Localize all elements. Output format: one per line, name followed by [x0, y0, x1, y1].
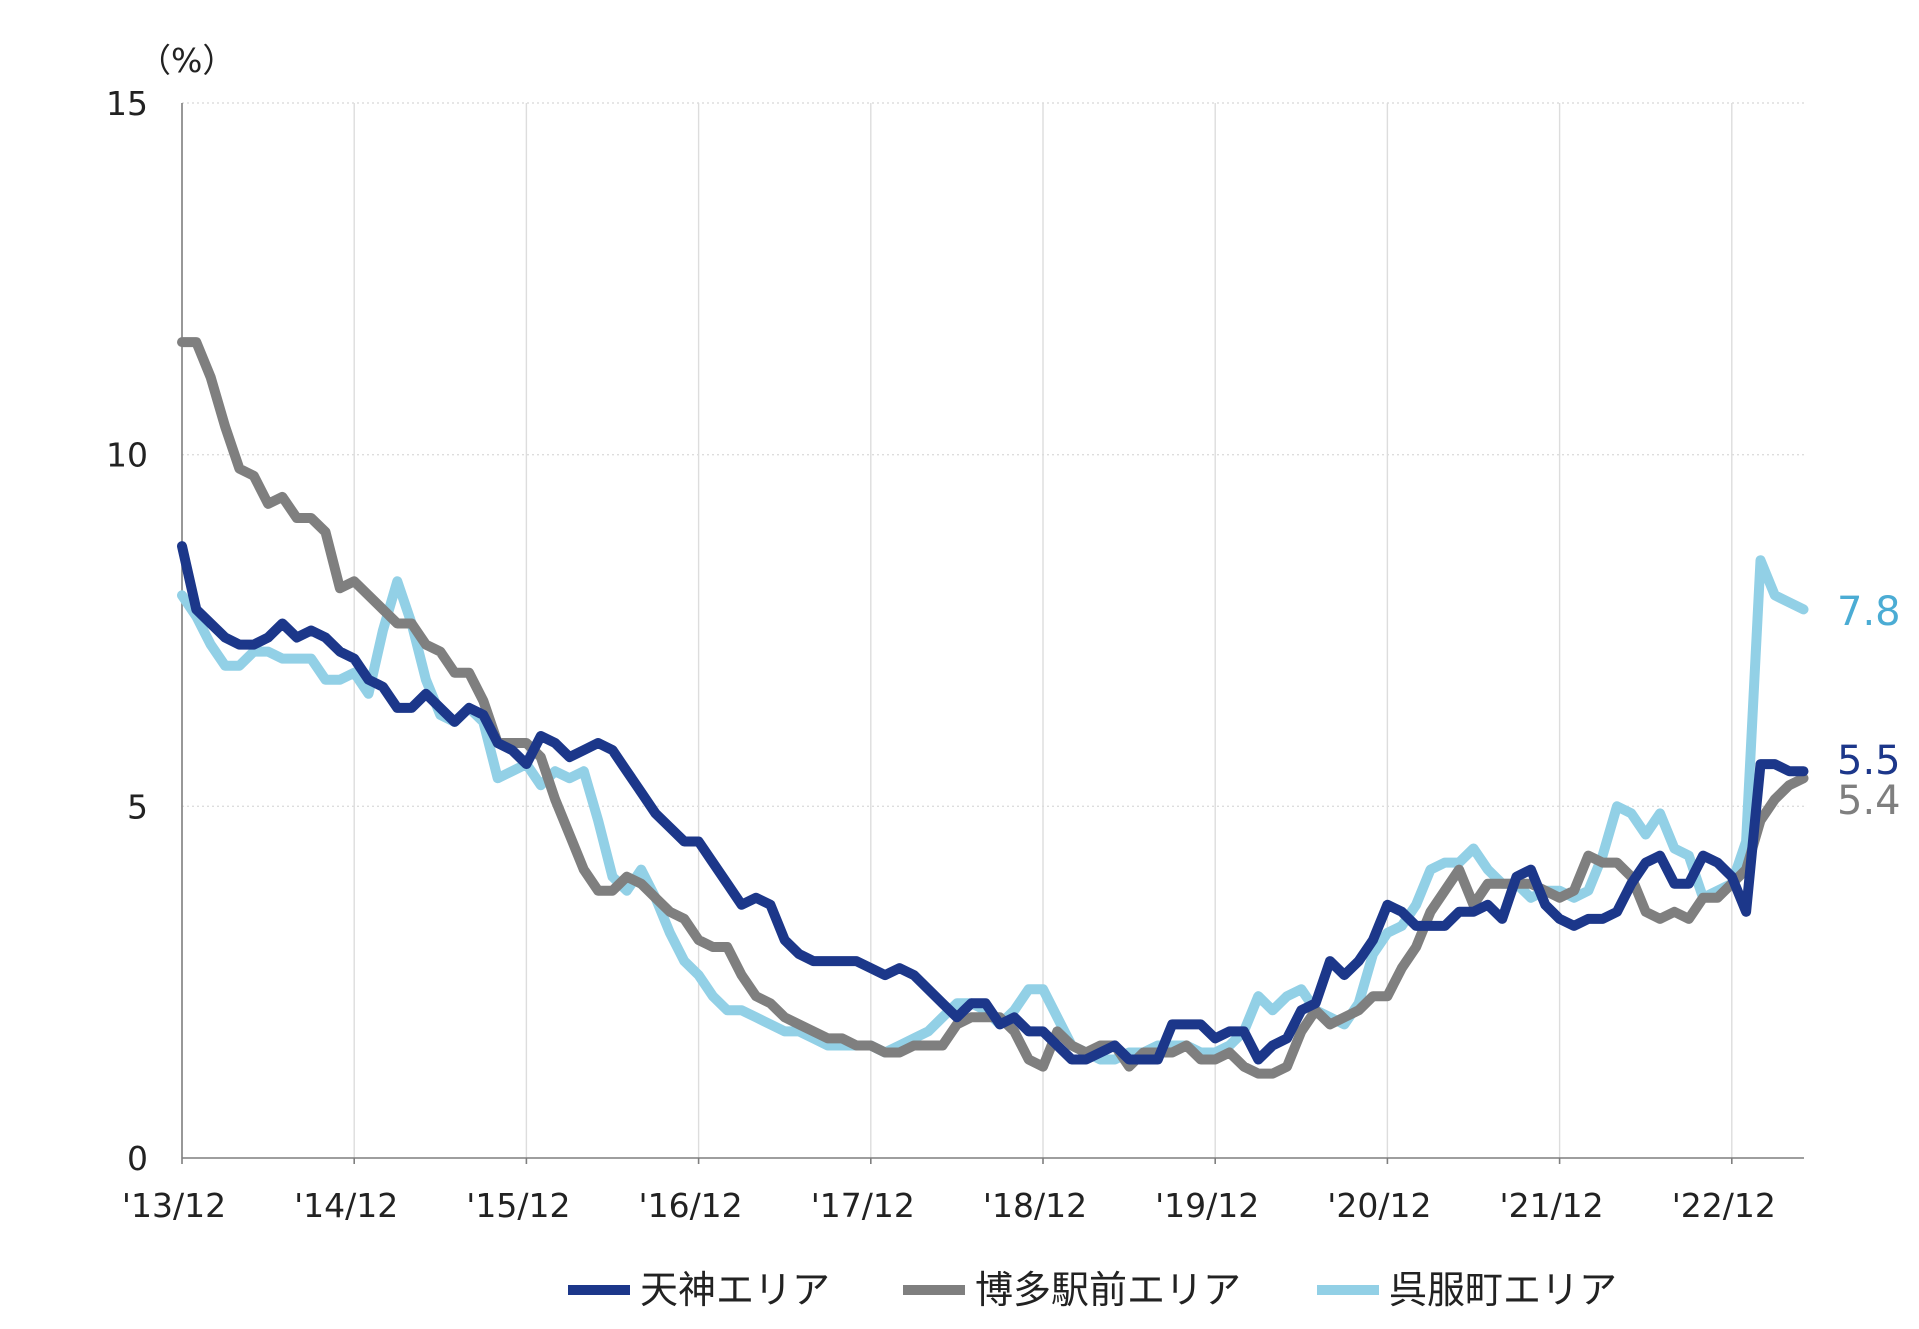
x-tick-label: '16/12	[639, 1186, 743, 1225]
y-tick-label: 5	[127, 787, 148, 826]
x-tick-label: '15/12	[466, 1186, 570, 1225]
legend-item-0: 天神エリア	[568, 1268, 830, 1312]
y-tick-labels: 0 5 10 15	[106, 84, 148, 1178]
legend-label: 天神エリア	[640, 1268, 830, 1312]
legend: 天神エリア 博多駅前エリア 呉服町エリア	[568, 1268, 1617, 1312]
x-tick-label: '22/12	[1672, 1186, 1776, 1225]
series-lines	[177, 337, 1809, 1079]
y-unit-label: （%）	[138, 41, 235, 80]
legend-label: 呉服町エリア	[1389, 1268, 1617, 1312]
legend-label: 博多駅前エリア	[975, 1268, 1241, 1312]
x-tick-label: '13/12	[122, 1186, 226, 1225]
y-tick-label: 0	[127, 1139, 148, 1178]
end-value-labels: 7.8 5.45.5	[1837, 589, 1901, 824]
x-tick-label: '17/12	[811, 1186, 915, 1225]
y-tick-label: 15	[106, 84, 148, 123]
grid-lines	[182, 102, 1804, 1158]
x-tick-labels: '13/12 '14/12 '15/12 '16/12 '17/12 '18/12 '19/…	[122, 1186, 1776, 1225]
series-line-2	[177, 541, 1809, 1065]
legend-item-1: 博多駅前エリア	[903, 1268, 1241, 1312]
x-tick-label: '21/12	[1500, 1186, 1604, 1225]
x-tick-label: '14/12	[294, 1186, 398, 1225]
end-label-2: 5.5	[1837, 738, 1901, 784]
y-tick-label: 10	[106, 436, 148, 475]
end-label-0: 7.8	[1837, 589, 1901, 635]
axes	[181, 103, 1804, 1164]
x-tick-label: '20/12	[1327, 1186, 1431, 1225]
x-tick-label: '18/12	[983, 1186, 1087, 1225]
legend-item-2: 呉服町エリア	[1317, 1268, 1617, 1312]
end-label-1: 5.4	[1837, 778, 1901, 824]
x-tick-label: '19/12	[1155, 1186, 1259, 1225]
